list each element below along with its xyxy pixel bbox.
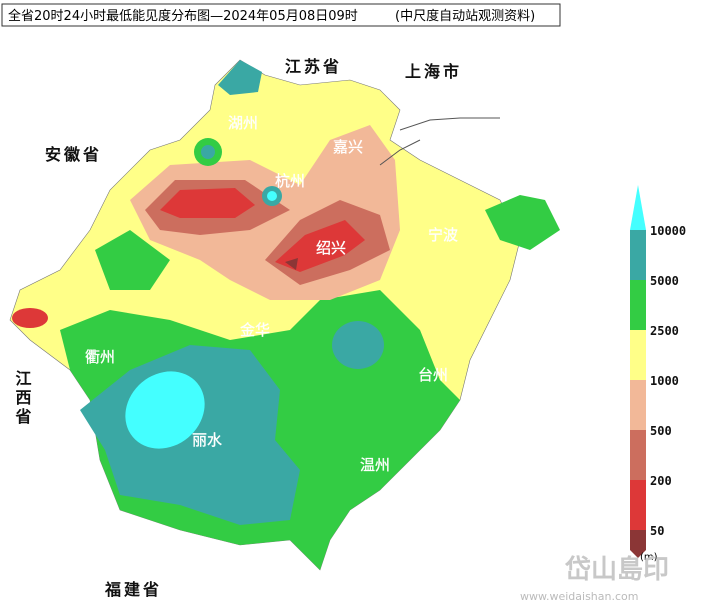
- city-label: 杭州: [275, 172, 305, 190]
- legend-label: 1000: [650, 374, 679, 388]
- title-box: [1, 3, 561, 27]
- title: 全省20时24小时最低能见度分布图—2024年05月08日09时: [8, 8, 358, 24]
- legend-swatch: [630, 330, 646, 380]
- city-label: 绍兴: [316, 239, 346, 257]
- province-label: 江苏省: [285, 57, 342, 76]
- legend-swatch: [630, 230, 646, 280]
- city-label: 金华: [240, 321, 270, 339]
- teal-area: [332, 321, 384, 369]
- legend-label: 2500: [650, 324, 679, 338]
- city-label: 衢州: [85, 348, 115, 366]
- legend-unit: (m): [640, 552, 658, 563]
- legend: 10000 5000 2500 1000 500 200 50 (m): [630, 185, 686, 563]
- cyan-area: [267, 191, 277, 201]
- legend-swatch: [630, 380, 646, 430]
- legend-label: 50: [650, 524, 664, 538]
- green-area: [95, 230, 170, 290]
- legend-label: 10000: [650, 224, 686, 238]
- legend-label: 5000: [650, 274, 679, 288]
- map-area: [9, 59, 560, 571]
- province-label: 上海市: [405, 62, 462, 81]
- island-area: [485, 195, 560, 250]
- city-label: 嘉兴: [333, 138, 363, 156]
- province-label: 安徽省: [45, 145, 102, 164]
- source-note: (中尺度自动站观测资料): [395, 8, 535, 24]
- teal-area: [218, 60, 262, 95]
- province-label: 江西省: [13, 370, 33, 427]
- legend-swatch: [630, 530, 646, 550]
- legend-arrow: [630, 550, 646, 558]
- red-area: [160, 188, 255, 218]
- legend-swatch: [630, 430, 646, 480]
- legend-label: 500: [650, 424, 672, 438]
- city-label: 丽水: [192, 431, 222, 449]
- city-label: 台州: [418, 366, 448, 384]
- legend-arrow: [630, 185, 646, 230]
- city-label: 湖州: [228, 114, 258, 132]
- legend-label: 200: [650, 474, 672, 488]
- red-area: [12, 308, 48, 328]
- legend-swatch: [630, 280, 646, 330]
- watermark-url: www.weidaishan.com: [520, 590, 638, 603]
- coast-line: [379, 117, 500, 166]
- dark-area: [285, 258, 298, 270]
- city-label: 温州: [360, 456, 390, 474]
- cyan-area: [125, 371, 205, 449]
- teal-area: [201, 145, 215, 159]
- legend-swatch: [630, 480, 646, 530]
- city-label: 宁波: [428, 226, 458, 244]
- watermark-name: 岱山島印: [564, 555, 669, 585]
- province-label: 福建省: [104, 580, 162, 599]
